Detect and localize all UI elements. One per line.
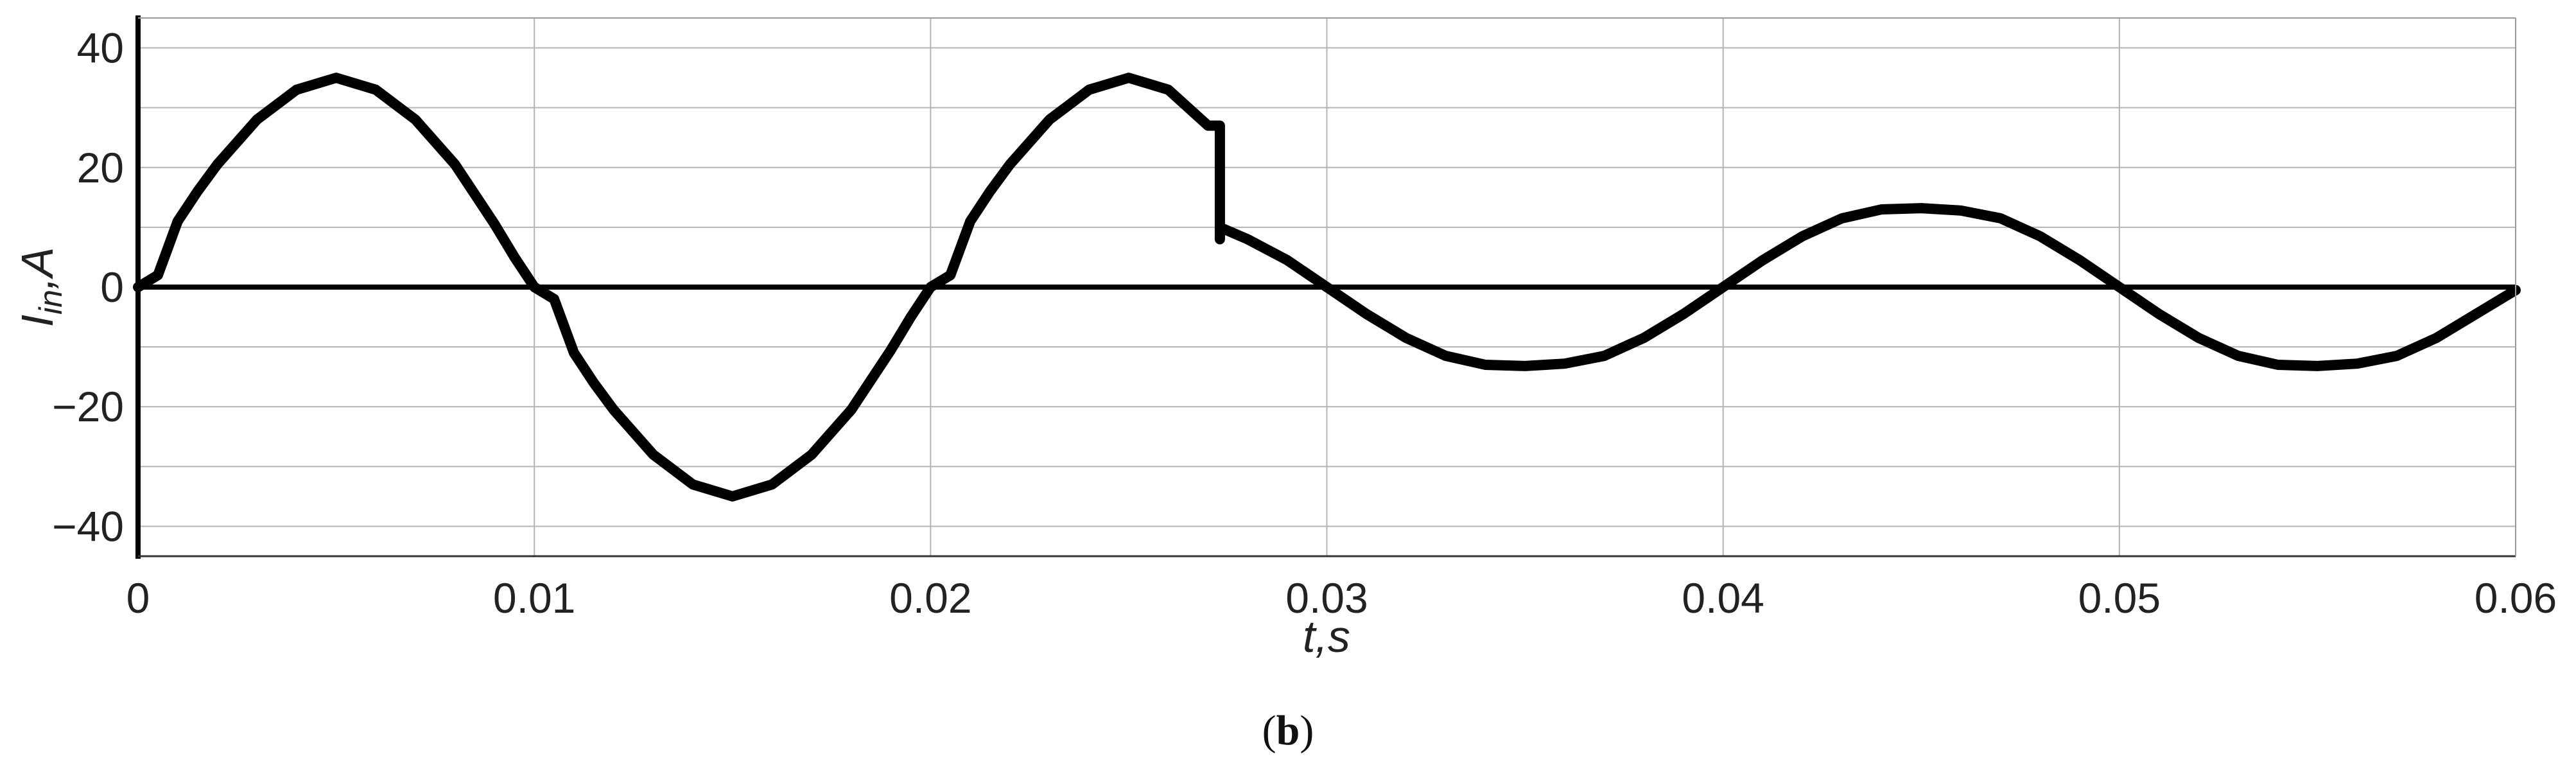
plot-frame [135, 15, 2516, 559]
y-tick-label: 0 [100, 263, 124, 311]
caption-open: ( [1262, 707, 1276, 754]
x-tick-label: 0.06 [2475, 574, 2557, 622]
y-tick-label: −40 [52, 502, 124, 550]
x-tick-labels: 0 0.01 0.02 0.03 0.04 0.05 0.06 [126, 574, 2557, 622]
y-axis-label-sub: in [33, 290, 69, 315]
y-tick-label: −20 [52, 383, 124, 430]
x-axis-label: t,s [1303, 611, 1350, 662]
series-line-0 [133, 73, 2521, 502]
caption-close: ) [1300, 707, 1314, 754]
series-layer [133, 73, 2521, 502]
y-axis-label-main: I [12, 315, 62, 327]
figure-caption: (b) [0, 706, 2576, 755]
y-axis-label-unit: ,A [12, 247, 62, 290]
y-axis-label: Iin,A [12, 247, 69, 328]
x-tick-label: 0 [126, 574, 150, 622]
caption-letter: b [1276, 707, 1300, 754]
grid [138, 18, 2516, 556]
x-tick-label: 0.01 [493, 574, 575, 622]
x-tick-label: 0.03 [1285, 574, 1368, 622]
y-tick-labels: −40 −20 0 20 40 [52, 24, 124, 550]
x-tick-label: 0.04 [1682, 574, 1764, 622]
y-tick-label: 20 [77, 144, 124, 191]
y-tick-label: 40 [77, 24, 124, 72]
x-tick-label: 0.05 [2078, 574, 2161, 622]
x-tick-label: 0.02 [889, 574, 971, 622]
